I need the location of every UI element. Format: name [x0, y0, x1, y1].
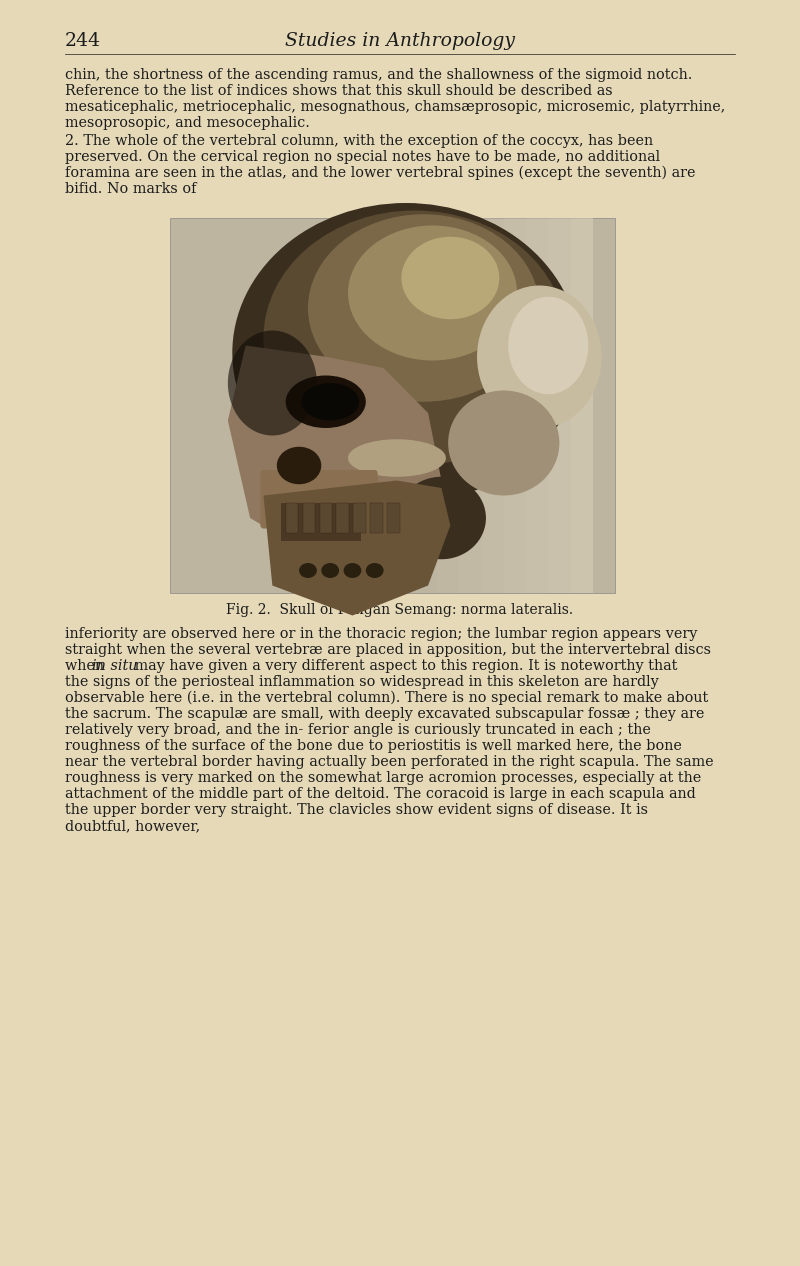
Bar	[504, 218, 526, 592]
Bar	[337, 503, 349, 533]
Text: mesoprosopic, and mesocephalic.: mesoprosopic, and mesocephalic.	[65, 116, 310, 130]
Text: when: when	[65, 660, 109, 674]
Text: chin, the shortness of the ascending ramus, and the shallowness of the sigmoid n: chin, the shortness of the ascending ram…	[65, 68, 692, 82]
Ellipse shape	[348, 439, 446, 477]
Text: the sacrum. The scapulæ are small, with deeply excavated subscapular fossæ ; the: the sacrum. The scapulæ are small, with …	[65, 706, 704, 722]
Text: Fig. 2.  Skull of Pangan Semang: norma lateralis.: Fig. 2. Skull of Pangan Semang: norma la…	[226, 603, 574, 617]
Bar	[570, 218, 593, 592]
Text: Studies in Anthropology: Studies in Anthropology	[285, 32, 515, 49]
Ellipse shape	[322, 563, 339, 579]
Ellipse shape	[277, 447, 322, 485]
Text: straight when the several vertebræ are placed in apposition, but the interverteb: straight when the several vertebræ are p…	[65, 643, 711, 657]
Polygon shape	[228, 346, 442, 563]
Ellipse shape	[263, 210, 566, 466]
Text: near the vertebral border having actually been perforated in the right scapula. : near the vertebral border having actuall…	[65, 755, 714, 768]
Ellipse shape	[397, 477, 486, 560]
Text: the upper border very straight. The clavicles show evident signs of disease. It : the upper border very straight. The clav…	[65, 803, 648, 817]
Text: foramina are seen in the atlas, and the lower vertebral spines (except the seven: foramina are seen in the atlas, and the …	[65, 166, 695, 180]
Bar	[354, 503, 366, 533]
Ellipse shape	[299, 563, 317, 579]
Bar	[286, 503, 298, 533]
Bar	[482, 218, 504, 592]
Text: 244: 244	[65, 32, 101, 49]
Ellipse shape	[286, 376, 366, 428]
Text: roughness of the surface of the bone due to periostitis is well marked here, the: roughness of the surface of the bone due…	[65, 739, 682, 753]
Ellipse shape	[448, 390, 559, 495]
Text: doubtful, however,: doubtful, however,	[65, 819, 200, 833]
Ellipse shape	[302, 384, 359, 420]
Ellipse shape	[477, 286, 602, 428]
Bar	[414, 218, 437, 592]
FancyBboxPatch shape	[261, 470, 378, 528]
Text: 2. The whole of the vertebral column, with the exception of the coccyx, has been: 2. The whole of the vertebral column, wi…	[65, 134, 653, 148]
Text: roughness is very marked on the somewhat large acromion processes, especially at: roughness is very marked on the somewhat…	[65, 771, 702, 785]
Text: in situ: in situ	[92, 660, 138, 674]
Ellipse shape	[343, 563, 362, 579]
Bar	[370, 503, 382, 533]
Text: may have given a very different aspect to this region. It is noteworthy that: may have given a very different aspect t…	[130, 660, 678, 674]
Bar	[387, 503, 400, 533]
Bar	[548, 218, 570, 592]
Text: the signs of the periosteal inflammation so widespread in this skeleton are hard: the signs of the periosteal inflammation…	[65, 675, 658, 689]
Ellipse shape	[348, 225, 517, 361]
Ellipse shape	[402, 237, 499, 319]
Text: observable here (i.e. in the vertebral column). There is no special remark to ma: observable here (i.e. in the vertebral c…	[65, 691, 708, 705]
Polygon shape	[263, 481, 450, 615]
Text: relatively very broad, and the in- ferior angle is curiously truncated in each ;: relatively very broad, and the in- ferio…	[65, 723, 651, 737]
Ellipse shape	[508, 296, 588, 394]
Ellipse shape	[228, 330, 317, 436]
Text: inferiority are observed here or in the thoracic region; the lumbar region appea: inferiority are observed here or in the …	[65, 627, 698, 641]
Bar	[526, 218, 548, 592]
Bar	[459, 218, 482, 592]
Text: mesaticephalic, metriocephalic, mesognathous, chamsæprosopic, microsemic, platyr: mesaticephalic, metriocephalic, mesognat…	[65, 100, 726, 114]
Text: bifid. No marks of: bifid. No marks of	[65, 182, 197, 196]
Bar	[282, 503, 362, 541]
Ellipse shape	[366, 563, 384, 579]
Bar	[437, 218, 459, 592]
Text: attachment of the middle part of the deltoid. The coracoid is large in each scap: attachment of the middle part of the del…	[65, 787, 696, 801]
Bar	[302, 503, 315, 533]
Text: Reference to the list of indices shows that this skull should be described as: Reference to the list of indices shows t…	[65, 84, 613, 97]
Bar	[170, 218, 615, 592]
Ellipse shape	[308, 214, 539, 401]
Bar	[319, 503, 332, 533]
Ellipse shape	[232, 203, 579, 503]
Text: preserved. On the cervical region no special notes have to be made, no additiona: preserved. On the cervical region no spe…	[65, 149, 660, 165]
